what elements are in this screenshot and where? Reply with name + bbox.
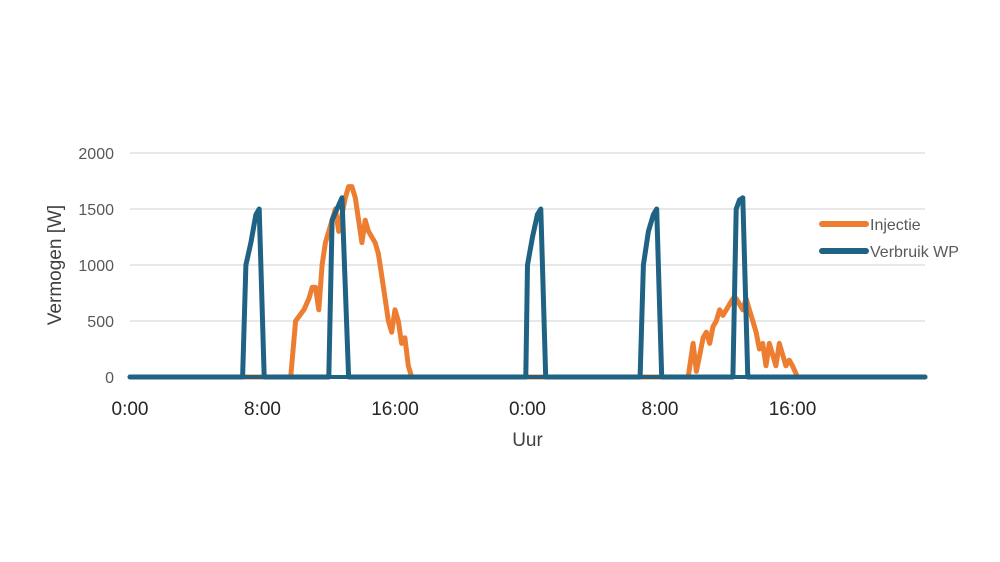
y-tick-label: 1500 <box>78 202 114 219</box>
y-tick-label: 2000 <box>78 146 114 163</box>
x-tick-label: 8:00 <box>244 399 281 420</box>
x-tick-label: 0:00 <box>112 399 149 420</box>
y-tick-labels: 0 500 1000 1500 2000 <box>78 146 114 387</box>
y-axis-title: Vermogen [W] <box>45 205 66 325</box>
legend-label: Injectie <box>870 217 921 234</box>
legend: Injectie Verbruik WP <box>819 217 959 261</box>
x-tick-labels: 0:00 8:00 16:00 0:00 8:00 16:00 <box>112 399 817 420</box>
series-lines <box>127 184 928 380</box>
y-tick-label: 500 <box>87 314 114 331</box>
x-tick-label: 8:00 <box>642 399 679 420</box>
x-tick-label: 16:00 <box>371 399 419 420</box>
series-line-verbruik-wp <box>127 195 928 380</box>
x-tick-label: 0:00 <box>509 399 546 420</box>
legend-label: Verbruik WP <box>870 244 959 261</box>
y-tick-label: 1000 <box>78 258 114 275</box>
y-tick-label: 0 <box>105 370 114 387</box>
x-axis-title: Uur <box>512 430 543 451</box>
x-tick-label: 16:00 <box>769 399 817 420</box>
